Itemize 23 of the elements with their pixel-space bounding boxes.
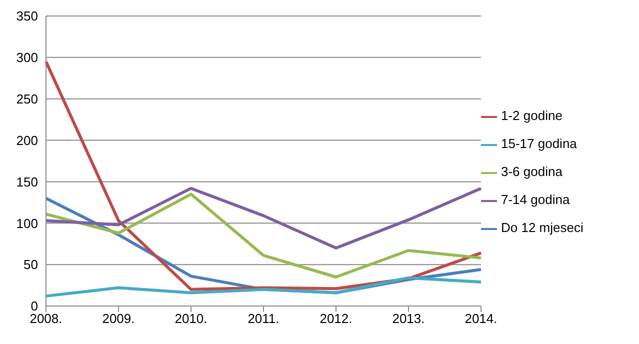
y-tick-label: 0 (30, 298, 38, 314)
y-tick-label: 250 (16, 91, 38, 106)
x-tick-label: 2010. (174, 311, 208, 326)
legend-label: Do 12 mjeseci (501, 220, 584, 235)
x-tick-label: 2012. (320, 311, 352, 326)
x-tick-label: 2009. (102, 311, 135, 326)
y-tick-label: 50 (24, 257, 38, 272)
legend-label: 7-14 godina (501, 192, 570, 207)
y-tick-label: 300 (16, 50, 38, 66)
x-tick-label: 2008. (30, 311, 62, 326)
legend-label: 1-2 godine (501, 108, 562, 123)
y-tick-label: 350 (16, 8, 38, 24)
y-tick-label: 200 (16, 132, 38, 148)
y-tick-label: 100 (16, 216, 38, 231)
legend-label: 3-6 godina (501, 164, 562, 179)
x-tick-label: 2011. (248, 311, 280, 326)
legend-label: 15-17 godina (501, 136, 577, 151)
line-series (44, 192, 482, 278)
x-tick-label: 2014. (464, 311, 498, 326)
line-series (44, 276, 482, 298)
x-tick-label: 2013. (392, 311, 425, 326)
line-series (44, 186, 482, 250)
y-tick-label: 150 (16, 174, 38, 190)
